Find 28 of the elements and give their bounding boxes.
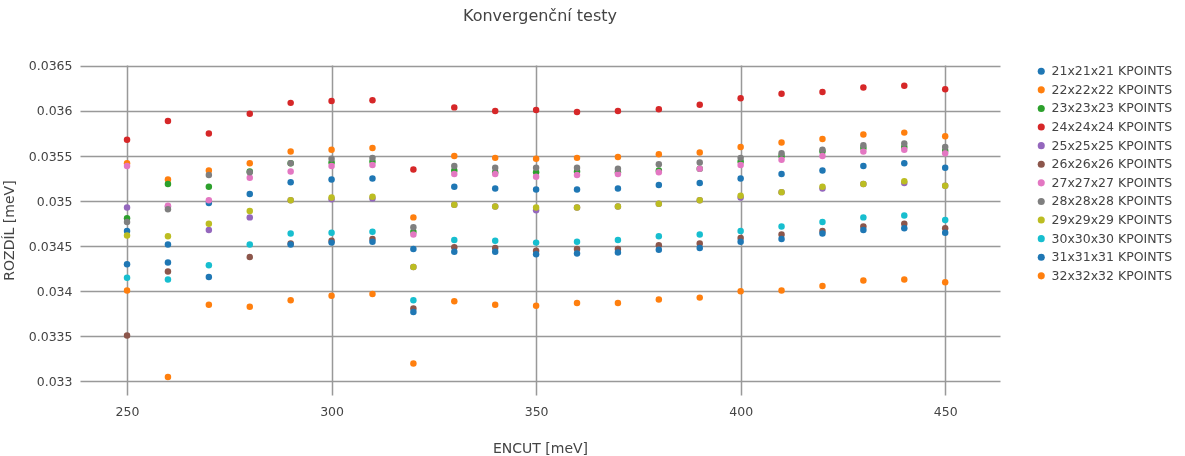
- x-tick-label: 350: [524, 403, 549, 419]
- x-axis-title: ENCUT [meV]: [492, 440, 589, 456]
- x-tick-label: 400: [729, 403, 754, 419]
- legend-label: 30x30x30 KPOINTS: [1051, 230, 1173, 246]
- legend-label: 24x24x24 KPOINTS: [1051, 119, 1173, 135]
- legend-label: 27x27x27 KPOINTS: [1051, 174, 1173, 190]
- y-tick-label: 0.035: [36, 193, 73, 209]
- chart-title: Konvergenční testy: [462, 5, 618, 25]
- legend-label: 21x21x21 KPOINTS: [1051, 63, 1173, 79]
- y-tick-label: 0.0345: [28, 238, 73, 254]
- y-tick-label: 0.036: [36, 103, 73, 119]
- legend-label: 29x29x29 KPOINTS: [1051, 212, 1173, 228]
- legend-label: 31x31x31 KPOINTS: [1051, 249, 1173, 265]
- y-tick-label: 0.0335: [28, 328, 73, 344]
- y-tick-label: 0.034: [36, 283, 73, 299]
- x-tick-label: 450: [933, 403, 958, 419]
- y-axis-title: ROZDÍL [meV]: [0, 180, 17, 281]
- legend-label: 22x22x22 KPOINTS: [1051, 81, 1173, 97]
- y-tick-label: 0.033: [36, 373, 73, 389]
- legend-label: 26x26x26 KPOINTS: [1051, 156, 1173, 172]
- legend-label: 28x28x28 KPOINTS: [1051, 193, 1173, 209]
- legend-label: 32x32x32 KPOINTS: [1051, 267, 1173, 283]
- legend-label: 23x23x23 KPOINTS: [1051, 100, 1173, 116]
- y-tick-label: 0.0355: [28, 148, 73, 164]
- x-tick-label: 300: [320, 403, 345, 419]
- x-tick-label: 250: [115, 403, 140, 419]
- legend-label: 25x25x25 KPOINTS: [1051, 137, 1173, 153]
- y-tick-label: 0.0365: [28, 58, 73, 74]
